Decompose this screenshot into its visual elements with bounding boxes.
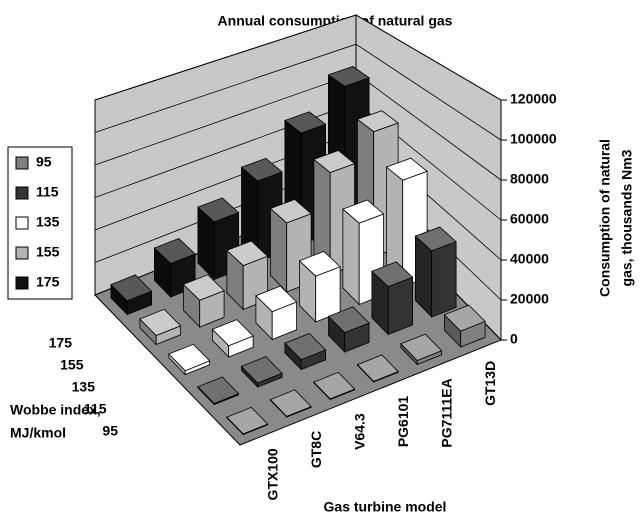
bar-top <box>327 66 370 87</box>
bar <box>414 226 457 318</box>
chart-title: Annual consumption of natural gas <box>218 13 453 29</box>
x-tick-label: PG7111EA <box>439 378 455 447</box>
bar-top <box>400 333 443 361</box>
x-tick-label: GT13D <box>482 361 498 406</box>
x-axis-title: Gas turbine model <box>324 499 447 515</box>
legend-swatch <box>15 186 29 200</box>
bar <box>342 199 385 306</box>
bar-top <box>356 110 399 133</box>
y-tick-label: 40000 <box>510 251 549 267</box>
bar-top <box>110 274 153 302</box>
bar <box>211 319 254 358</box>
bar <box>168 343 211 376</box>
bar-top <box>226 240 269 267</box>
bar-top <box>385 157 428 181</box>
legend-label: 155 <box>36 244 60 260</box>
bar-top <box>255 285 298 313</box>
bar <box>313 371 356 401</box>
bar <box>255 285 298 341</box>
x-tick-label: GTX100 <box>265 448 281 500</box>
bar-top <box>298 250 341 277</box>
legend-label: 95 <box>36 154 52 170</box>
bar-top <box>356 354 399 382</box>
bar-top <box>168 343 211 372</box>
legend-swatch <box>15 216 29 230</box>
bar <box>356 354 399 383</box>
bar-top <box>153 238 196 264</box>
bar <box>269 198 312 293</box>
bar <box>298 250 341 323</box>
bar <box>226 406 269 436</box>
bar <box>269 389 312 418</box>
y-tick-label: 20000 <box>510 291 549 307</box>
grid-line <box>94 43 502 141</box>
bar <box>284 333 327 371</box>
legend-label: 115 <box>36 184 59 200</box>
depth-tick-label: 115 <box>84 401 107 417</box>
legend-swatch <box>15 276 29 290</box>
depth-axis-title: MJ/kmol <box>10 425 66 441</box>
bar <box>197 376 240 406</box>
legend-swatch <box>15 156 29 170</box>
bar-top <box>443 304 486 332</box>
bar-top <box>226 406 269 435</box>
bar-top <box>197 376 240 404</box>
bar <box>443 304 486 348</box>
bar-top <box>284 111 327 134</box>
legend-label: 135 <box>36 214 60 230</box>
bar-top <box>371 261 414 288</box>
bar-top <box>182 274 225 301</box>
y-tick-label: 0 <box>510 331 518 347</box>
bar <box>240 356 283 388</box>
y-axis-title: gas, thousands Nm3 <box>619 149 635 286</box>
y-tick-label: 60000 <box>510 211 549 227</box>
bar-top <box>240 356 283 384</box>
depth-tick-label: 175 <box>49 335 73 351</box>
depth-axis-title: Wobbe index, <box>10 402 101 418</box>
depth-tick-label: 95 <box>102 423 118 439</box>
y-tick-label: 120000 <box>510 91 557 107</box>
y-axis-title: Consumption of natural <box>597 139 613 297</box>
bar-front <box>431 241 457 318</box>
bar-top <box>240 157 283 182</box>
bar <box>400 333 443 366</box>
bar-top <box>313 150 356 173</box>
bar-front <box>387 276 414 336</box>
bar-top <box>284 333 327 361</box>
bar-top <box>269 198 312 224</box>
bar <box>371 261 414 336</box>
bar-top <box>269 389 312 417</box>
x-tick-label: GT8C <box>308 431 324 468</box>
depth-tick-label: 135 <box>72 379 96 395</box>
legend-swatch <box>15 246 29 260</box>
bar <box>182 274 225 328</box>
bar-top <box>139 308 182 336</box>
legend-label: 175 <box>36 274 60 290</box>
bar-top <box>313 371 356 400</box>
grid-line <box>94 14 502 101</box>
bar-top <box>414 226 457 252</box>
x-tick-label: PG6101 <box>395 396 411 448</box>
bar <box>110 274 153 316</box>
bar-top <box>197 197 240 223</box>
bar-top <box>211 319 254 347</box>
bar <box>327 306 370 353</box>
depth-tick-label: 155 <box>60 357 84 373</box>
bar <box>197 197 240 281</box>
y-tick-label: 100000 <box>510 131 557 147</box>
x-tick-label: V64.3 <box>352 413 368 450</box>
y-tick-label: 80000 <box>510 171 549 187</box>
bar-top <box>327 306 370 334</box>
bar <box>139 308 182 346</box>
bar-side <box>342 208 360 306</box>
bar-top <box>342 199 385 224</box>
